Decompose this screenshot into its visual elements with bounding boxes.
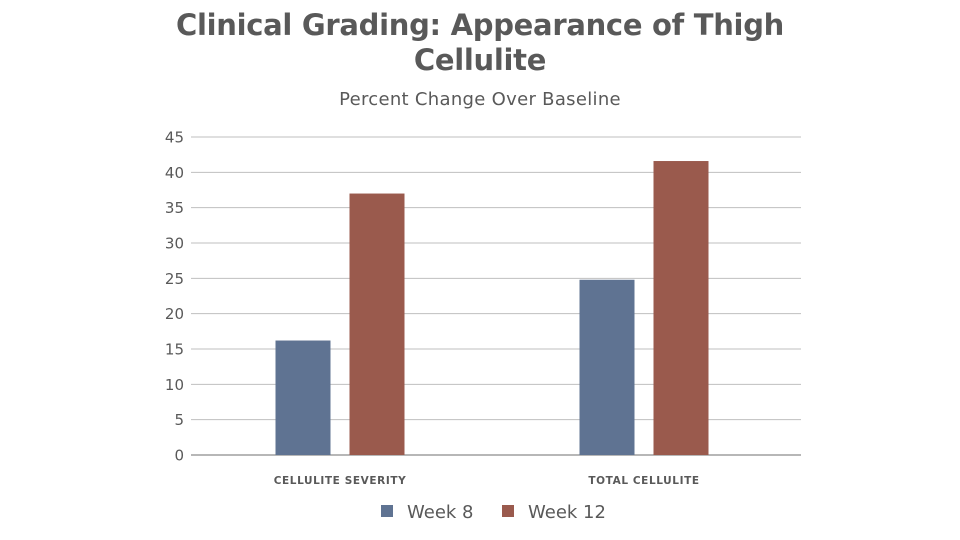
y-tick-label: 35 [165,199,184,217]
legend-label: Week 12 [528,502,606,523]
legend-label: Week 8 [407,502,474,523]
y-tick-label: 30 [165,235,184,253]
legend: Week 8 Week 12 [381,502,606,523]
y-tick-label: 15 [165,341,184,359]
bars [275,161,709,456]
y-tick-label: 10 [165,376,184,394]
legend-swatch-week-8 [381,505,393,517]
chart-subtitle: Percent Change Over Baseline [339,89,621,110]
y-tick-label: 0 [174,447,184,465]
y-tick-label: 25 [165,270,184,288]
legend-swatch-week-12 [502,505,514,517]
bar-week-8-1 [275,340,331,455]
y-tick-label: 45 [165,129,184,147]
bar-week-12-2 [653,161,709,455]
bar-week-12-1 [349,193,405,456]
category-labels: CELLULITE SEVERITY TOTAL CELLULITE [274,475,699,487]
y-tick-label: 20 [165,305,184,323]
y-axis-ticks: 0 5 10 15 20 25 30 35 40 45 [165,129,184,465]
chart-title: Clinical Grading: Appearance of Thigh Ce… [176,8,784,77]
y-tick-label: 40 [165,164,184,182]
bar-week-8-2 [579,279,635,455]
x-category-label: CELLULITE SEVERITY [274,475,407,487]
y-tick-label: 5 [174,411,184,429]
x-category-label: TOTAL CELLULITE [588,475,699,487]
